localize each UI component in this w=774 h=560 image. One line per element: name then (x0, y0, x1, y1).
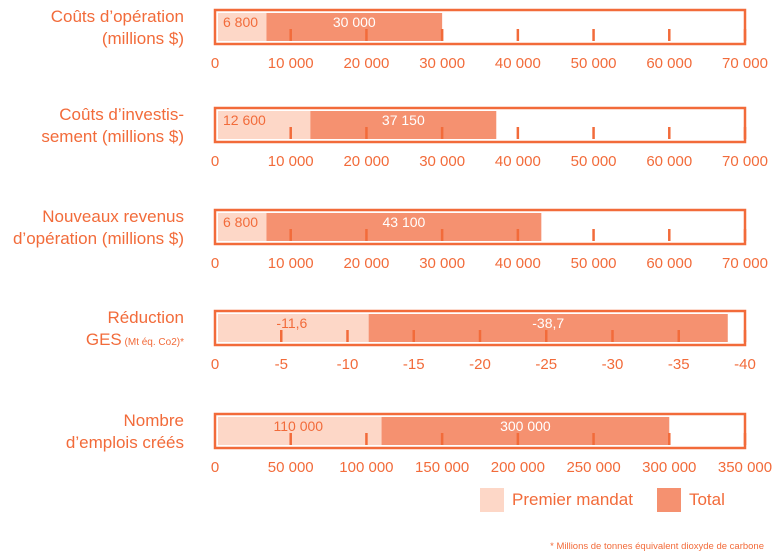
legend: Premier mandat Total (480, 488, 725, 512)
tick-label-0-4: 40 000 (495, 55, 541, 72)
tick-label-2-0: 0 (211, 255, 219, 272)
bar-frame-1 (213, 106, 747, 144)
data-label-total-1: 37 150 (382, 112, 425, 128)
tick-label-3-1: -5 (275, 356, 288, 373)
tick-label-3-7: -35 (668, 356, 690, 373)
tick-label-3-3: -15 (403, 356, 425, 373)
tick-label-4-2: 100 000 (339, 459, 393, 476)
footnote: * Millions de tonnes équivalent dioxyde … (550, 541, 764, 552)
tick-label-3-5: -25 (535, 356, 557, 373)
bar-first-mandate-4 (218, 417, 382, 445)
tick-label-0-6: 60 000 (646, 55, 692, 72)
tick-label-4-7: 350 000 (718, 459, 772, 476)
tick-label-1-1: 10 000 (268, 153, 314, 170)
data-label-total-4: 300 000 (500, 418, 551, 434)
tick-label-0-1: 10 000 (268, 55, 314, 72)
bar-first-mandate-2 (218, 213, 267, 241)
tick-label-1-6: 60 000 (646, 153, 692, 170)
bar-first-mandate-0 (218, 13, 267, 41)
bar-frame-3 (213, 309, 747, 347)
tick-label-4-6: 300 000 (642, 459, 696, 476)
tick-label-0-7: 70 000 (722, 55, 768, 72)
legend-label-total: Total (688, 490, 725, 509)
category-label-line2-4: d’emplois créés (66, 433, 184, 452)
category-label-line1-3: Réduction (107, 308, 184, 327)
category-label-line1-1: Coûts d’investis- (59, 105, 184, 124)
data-label-first-mandate-2: 6 800 (223, 214, 258, 230)
tick-label-4-3: 150 000 (415, 459, 469, 476)
legend-item-total: Total (656, 488, 725, 512)
tick-label-2-4: 40 000 (495, 255, 541, 272)
tick-label-3-8: -40 (734, 356, 756, 373)
tick-label-4-5: 250 000 (566, 459, 620, 476)
tick-label-3-0: 0 (211, 356, 219, 373)
tick-label-1-0: 0 (211, 153, 219, 170)
category-label-line1-0: Coûts d’opération (51, 7, 184, 26)
tick-label-4-1: 50 000 (268, 459, 314, 476)
tick-label-3-6: -30 (602, 356, 624, 373)
category-label-suffix-3: (Mt éq. Co2)* (122, 337, 184, 348)
tick-label-4-0: 0 (211, 459, 219, 476)
bar-frame-4 (213, 412, 747, 450)
category-label-line1-4: Nombre (124, 411, 184, 430)
data-label-total-0: 30 000 (333, 14, 376, 30)
tick-label-0-0: 0 (211, 55, 219, 72)
legend-swatch-total (656, 488, 681, 512)
bar-first-mandate-1 (218, 111, 311, 139)
legend-swatch-first-mandate (480, 488, 504, 512)
bar-first-mandate-3 (218, 314, 369, 342)
bar-frame-2 (213, 208, 747, 246)
tick-label-0-5: 50 000 (571, 55, 617, 72)
tick-label-2-1: 10 000 (268, 255, 314, 272)
tick-label-1-2: 20 000 (343, 153, 389, 170)
tick-label-1-7: 70 000 (722, 153, 768, 170)
data-label-first-mandate-1: 12 600 (223, 112, 266, 128)
tick-label-1-3: 30 000 (419, 153, 465, 170)
tick-label-2-3: 30 000 (419, 255, 465, 272)
tick-label-1-5: 50 000 (571, 153, 617, 170)
category-label-line2-0: (millions $) (102, 29, 184, 48)
tick-label-3-2: -10 (337, 356, 359, 373)
legend-item-first-mandate: Premier mandat (480, 488, 633, 512)
tick-label-0-3: 30 000 (419, 55, 465, 72)
data-label-total-2: 43 100 (382, 214, 425, 230)
tick-label-4-4: 200 000 (491, 459, 545, 476)
tick-label-0-2: 20 000 (343, 55, 389, 72)
tick-label-2-5: 50 000 (571, 255, 617, 272)
bar-frame-0 (213, 8, 747, 46)
legend-label-first-mandate: Premier mandat (512, 490, 633, 509)
category-label-line2-2: d’opération (millions $) (13, 229, 184, 248)
data-label-first-mandate-0: 6 800 (223, 14, 258, 30)
tick-label-2-2: 20 000 (343, 255, 389, 272)
tick-label-3-4: -20 (469, 356, 491, 373)
tick-label-2-7: 70 000 (722, 255, 768, 272)
tick-label-2-6: 60 000 (646, 255, 692, 272)
category-label-line2-1: sement (millions $) (41, 127, 184, 146)
category-label-line2-3: GES (Mt éq. Co2)* (86, 330, 184, 349)
data-label-first-mandate-3: -11,6 (276, 315, 307, 331)
bar-total-2 (218, 213, 542, 241)
category-label-line1-2: Nouveaux revenus (42, 207, 184, 226)
tick-label-1-4: 40 000 (495, 153, 541, 170)
data-label-first-mandate-4: 110 000 (273, 418, 323, 434)
data-label-total-3: -38,7 (532, 315, 564, 331)
